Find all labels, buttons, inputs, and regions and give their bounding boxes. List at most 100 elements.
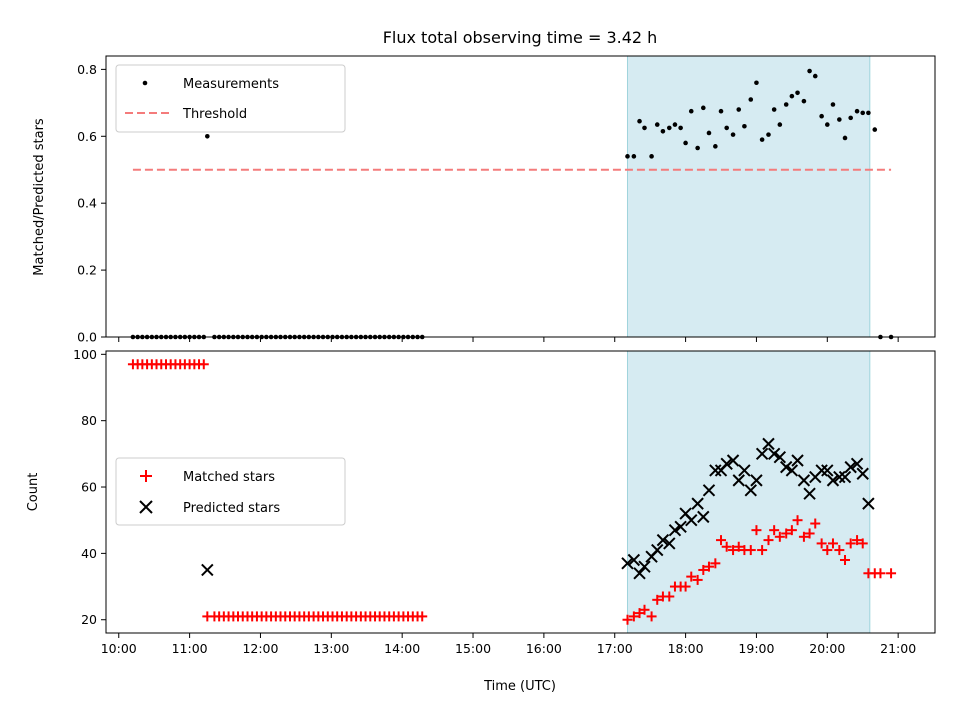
predicted-stars-point [826, 474, 840, 487]
matched-stars-point [781, 528, 792, 539]
measurements-point [736, 107, 742, 112]
predicted-stars-point [773, 450, 787, 464]
legend-matched-marker [140, 470, 152, 482]
predicted-stars-point [674, 520, 687, 534]
y-tick-label: 0.8 [77, 62, 97, 77]
legend-matched-label: Matched stars [183, 470, 275, 485]
predicted-stars-point [633, 567, 646, 580]
matched-stars-point [875, 568, 886, 579]
measurements-point [759, 137, 765, 142]
bottom-y-axis-label: Count [26, 473, 41, 512]
matched-stars-point [886, 568, 897, 579]
matched-stars-point [639, 604, 650, 615]
matched-stars-point [692, 574, 703, 585]
y-tick-label: 0.0 [77, 330, 97, 345]
measurements-point [766, 132, 771, 137]
predicted-stars-point [856, 467, 869, 480]
top-panel-marks [130, 68, 894, 340]
predicted-stars-point [201, 563, 214, 577]
legend-measurements-label: Measurements [183, 77, 279, 92]
measurements-point [825, 122, 830, 127]
x-tick-label: 17:00 [597, 641, 633, 656]
predicted-stars-point [738, 464, 751, 477]
matched-stars-point [745, 545, 756, 556]
predicted-stars-point [785, 464, 799, 477]
predicted-stars-point [850, 457, 864, 471]
predicted-stars-point [838, 470, 852, 484]
measurements-point [695, 145, 700, 151]
predicted-stars-point [815, 464, 828, 477]
y-tick-label: 100 [73, 347, 97, 362]
predicted-stars-point [685, 513, 698, 527]
predicted-stars-point [744, 484, 757, 497]
predicted-stars-point [750, 474, 763, 487]
predicted-stars-point [638, 560, 651, 573]
measurements-point [842, 135, 848, 141]
predicted-stars-point [797, 474, 811, 487]
y-tick-label: 20 [81, 612, 97, 627]
predicted-stars-point [833, 470, 846, 484]
measurements-point [783, 102, 789, 107]
matched-stars-point [417, 611, 428, 622]
measurements-point [713, 144, 718, 149]
matched-stars-point [751, 525, 762, 536]
legend-predicted-label: Predicted stars [183, 501, 280, 516]
matched-stars-point [698, 564, 709, 575]
matched-stars-point [703, 561, 714, 572]
measurements-point [854, 108, 860, 114]
bottom-panel: 20 40 60 80 100 10:00 11:00 12:00 13:00 14:00 15:0… [26, 347, 936, 694]
predicted-stars-point [627, 553, 641, 567]
measurements-point [872, 127, 878, 132]
measurements-point [819, 113, 824, 119]
top-y-axis-label: Matched/Predicted stars [32, 118, 47, 276]
x-tick-label: 16:00 [526, 641, 562, 656]
measurements-point [724, 125, 729, 131]
measurements-point [866, 110, 871, 116]
measurements-point [688, 108, 694, 114]
bottom-panel-frame [105, 350, 936, 634]
x-tick-label: 15:00 [455, 641, 491, 656]
bottom-panel-ticks: 20 40 60 80 100 10:00 11:00 12:00 13:00 14:00 15:0… [73, 347, 916, 656]
measurements-point [860, 110, 866, 116]
measurements-point [777, 122, 783, 127]
predicted-stars-point [651, 543, 664, 557]
x-tick-label: 10:00 [101, 641, 137, 656]
predicted-stars-point [656, 533, 670, 547]
x-tick-label: 11:00 [172, 641, 208, 656]
measurements-point [642, 125, 647, 131]
measurements-point [789, 93, 795, 99]
measurements-point [672, 122, 678, 127]
matched-stars-point [733, 541, 744, 552]
measurements-point [625, 154, 630, 159]
measurements-point [649, 154, 654, 159]
predicted-stars-point [767, 447, 781, 461]
matched-stars-point [827, 538, 838, 549]
chart-title: Flux total observing time = 3.42 h [383, 28, 658, 47]
y-tick-label: 0.6 [77, 129, 97, 144]
y-tick-label: 40 [81, 546, 97, 561]
predicted-stars-point [697, 510, 710, 524]
matched-stars-point [816, 538, 827, 549]
matched-stars-point [757, 545, 768, 556]
measurements-point [742, 123, 747, 129]
x-tick-label: 13:00 [313, 641, 349, 656]
matched-stars-point [686, 571, 697, 582]
matched-stars-point [628, 611, 639, 622]
y-tick-label: 0.4 [77, 196, 97, 211]
predicted-stars-point [709, 464, 722, 477]
measurements-point [812, 73, 818, 79]
matched-stars-point [710, 558, 721, 569]
measurements-point [205, 133, 210, 139]
matched-stars-point [792, 515, 803, 526]
bottom-legend-box [115, 457, 346, 526]
measurements-point [754, 80, 759, 86]
predicted-stars-point [755, 447, 769, 461]
predicted-stars-point [726, 454, 740, 467]
predicted-stars-point [663, 537, 676, 550]
matched-stars-point [664, 591, 675, 602]
matched-stars-point [810, 518, 821, 529]
measurements-point [666, 125, 672, 131]
measurements-point [801, 98, 807, 104]
measurements-point [837, 117, 842, 122]
predicted-stars-point [844, 460, 857, 474]
